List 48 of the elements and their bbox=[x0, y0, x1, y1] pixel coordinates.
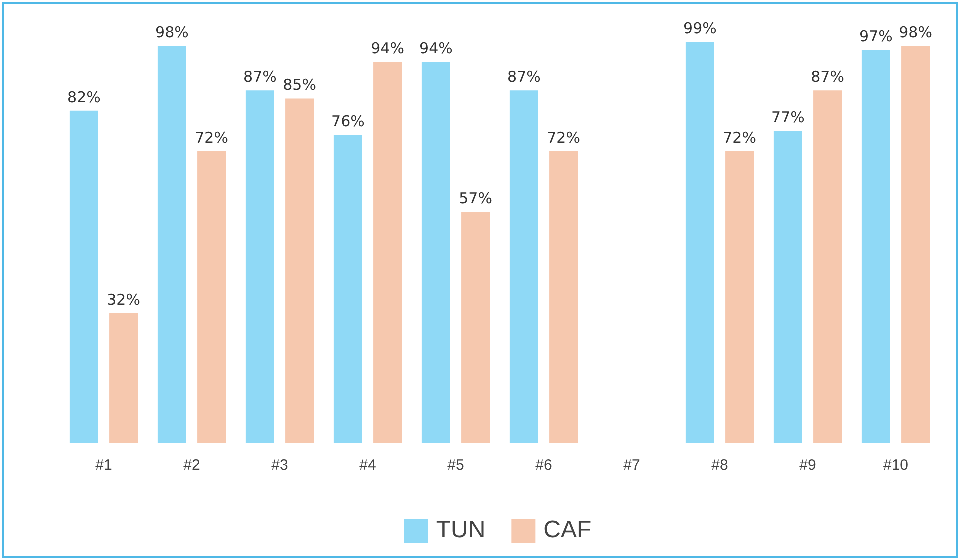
data-label: 57% bbox=[459, 190, 492, 208]
bar bbox=[422, 62, 450, 443]
x-tick-label: #9 bbox=[800, 457, 816, 474]
data-label: 87% bbox=[244, 68, 277, 86]
data-label: 72% bbox=[723, 128, 756, 147]
bar bbox=[198, 151, 226, 443]
bar bbox=[334, 135, 362, 443]
bar bbox=[814, 90, 842, 443]
bar bbox=[286, 98, 314, 443]
data-label: 85% bbox=[283, 76, 316, 94]
x-tick-label: #1 bbox=[96, 457, 112, 474]
bar bbox=[70, 110, 98, 443]
bar bbox=[774, 131, 802, 443]
data-label: 94% bbox=[420, 40, 453, 58]
data-label: 77% bbox=[772, 108, 805, 127]
x-tick-label: #8 bbox=[712, 457, 728, 474]
x-tick-label: #5 bbox=[448, 457, 464, 474]
x-tick-label: #4 bbox=[360, 457, 376, 474]
x-tick-label: #3 bbox=[272, 457, 288, 474]
data-label: 87% bbox=[508, 68, 541, 86]
x-tick-label: #7 bbox=[624, 457, 640, 474]
bar bbox=[902, 46, 930, 443]
bar bbox=[110, 313, 138, 443]
x-tick-label: #6 bbox=[536, 457, 552, 474]
data-label: 32% bbox=[107, 290, 140, 309]
bar bbox=[158, 46, 186, 443]
x-tick-label: #2 bbox=[184, 457, 200, 474]
data-label: 94% bbox=[371, 40, 404, 58]
bar bbox=[374, 62, 402, 443]
data-label: 87% bbox=[811, 68, 844, 86]
data-label: 72% bbox=[547, 128, 580, 147]
data-label: 98% bbox=[156, 23, 189, 42]
bar bbox=[686, 42, 714, 443]
data-label: 76% bbox=[332, 112, 365, 131]
bar bbox=[550, 151, 578, 443]
data-label: 98% bbox=[899, 23, 932, 42]
bar bbox=[462, 212, 490, 443]
bar bbox=[862, 50, 890, 443]
bar bbox=[726, 151, 754, 443]
bar bbox=[510, 90, 538, 443]
bar bbox=[246, 90, 274, 443]
data-label: 72% bbox=[195, 128, 228, 147]
data-label: 82% bbox=[68, 88, 101, 106]
legend-label: TUN bbox=[436, 516, 486, 544]
data-label: 97% bbox=[860, 28, 893, 46]
x-tick-label: #10 bbox=[883, 457, 909, 474]
data-label: 99% bbox=[684, 19, 717, 38]
legend-label: CAF bbox=[544, 516, 592, 544]
